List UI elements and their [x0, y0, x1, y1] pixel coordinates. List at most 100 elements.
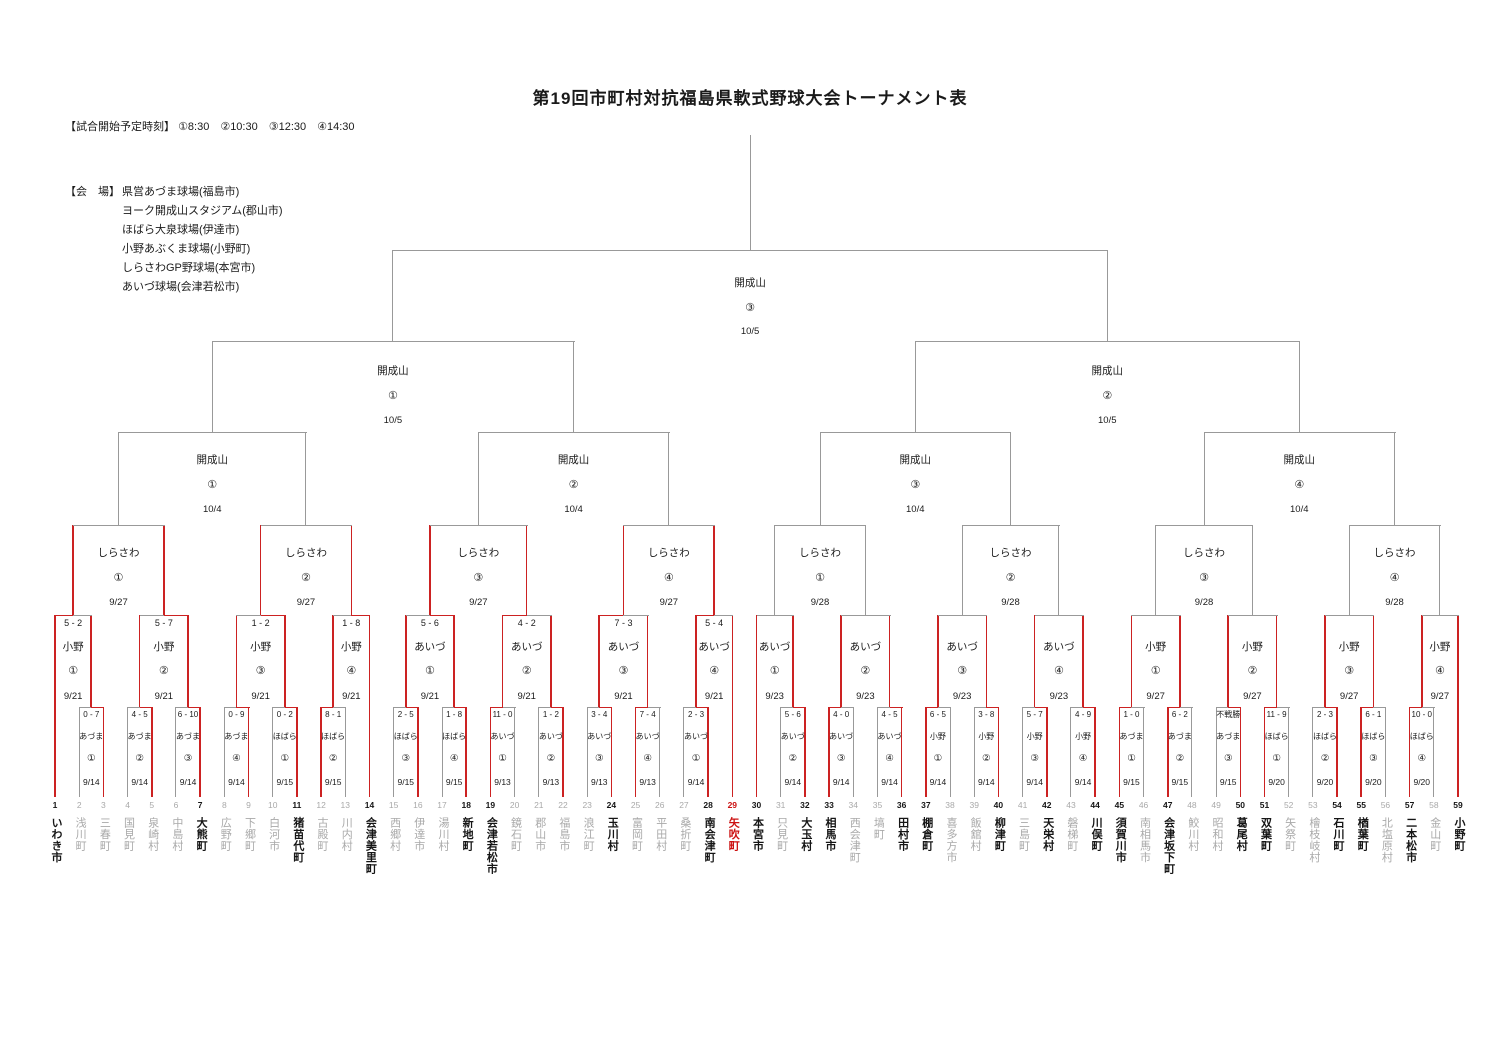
team-name: 天栄村 [1041, 817, 1054, 852]
match-venue: 小野 [1241, 641, 1263, 653]
team-name: 只見町 [775, 817, 788, 852]
bracket-line [840, 615, 842, 707]
match-score: 1 - 2 [542, 710, 559, 719]
team-name: 田村市 [896, 817, 909, 852]
team-number: 8 [221, 800, 227, 810]
bracket-line [236, 707, 250, 708]
venue-item: ヨーク開成山スタジアム(郡山市) [122, 205, 283, 217]
match-venue: 小野 [1026, 732, 1043, 741]
venue-item: あいづ球場(会津若松市) [122, 281, 240, 293]
match-game-number: ③ [255, 665, 266, 677]
bracket-line [127, 707, 141, 708]
match-date: 9/20 [1316, 777, 1334, 787]
start-times-values: ①8:30 ②10:30 ③12:30 ④14:30 [178, 121, 355, 133]
match-score: 3 - 8 [978, 710, 995, 719]
match-score: 10 - 0 [1411, 710, 1432, 719]
team-name: 郡山市 [533, 817, 546, 852]
team-name: 南会津町 [703, 817, 716, 863]
match-score: 2 - 3 [688, 710, 705, 719]
match-venue: しらさわ [647, 547, 690, 559]
team-name: 葛尾村 [1235, 817, 1248, 852]
bracket-line [1421, 707, 1435, 708]
bracket-line [828, 707, 830, 797]
bracket-line [1420, 615, 1423, 707]
team-number: 55 [1356, 800, 1366, 810]
bracket-line [659, 707, 661, 797]
bracket-line [1264, 707, 1278, 708]
team-name: 玉川村 [606, 817, 619, 852]
bracket-line [1312, 707, 1326, 708]
bracket-line [139, 615, 165, 616]
team-number: 30 [751, 800, 762, 810]
match-date: 9/14 [131, 777, 148, 787]
match-venue: 開成山 [557, 454, 590, 466]
bracket-line [1131, 615, 1181, 616]
match-game-number: ④ [1417, 753, 1426, 764]
bracket-line [163, 525, 165, 615]
bracket-line [1373, 707, 1387, 708]
team-number: 39 [969, 800, 979, 810]
team-name: 檜枝岐村 [1307, 817, 1320, 863]
team-number: 45 [1114, 800, 1125, 810]
team-name: 中島村 [170, 817, 183, 852]
bracket-line [78, 707, 80, 797]
bracket-line [223, 707, 225, 797]
team-name: 鮫川村 [1186, 817, 1199, 852]
match-game-number: ④ [709, 665, 720, 677]
team-number: 54 [1332, 800, 1342, 810]
match-venue: あいづ [780, 732, 805, 741]
team-number: 16 [413, 800, 423, 810]
bracket-line [587, 707, 601, 708]
team-number: 2 [76, 800, 82, 810]
match-date: 9/23 [856, 691, 875, 702]
match-date: 9/20 [1365, 777, 1382, 787]
team-name: 富岡町 [630, 817, 643, 852]
match-venue: あづま [176, 732, 201, 741]
match-game-number: ② [328, 753, 338, 764]
match-venue: 開成山 [734, 277, 766, 289]
bracket-line [501, 615, 504, 707]
bracket-line [599, 615, 625, 616]
team-name: 泉崎村 [146, 817, 159, 852]
match-game-number: ① [113, 572, 124, 584]
team-name: 広野町 [219, 817, 232, 852]
match-venue: あいづ [414, 641, 446, 653]
team-name: 小野町 [1452, 817, 1465, 852]
bracket-line [1106, 250, 1108, 341]
bracket-line [925, 707, 939, 708]
match-date: 10/4 [906, 504, 925, 515]
bracket-line [1094, 707, 1096, 797]
match-game-number: ① [425, 665, 435, 677]
bracket-line [404, 615, 407, 707]
bracket-line [961, 525, 963, 615]
team-name: 西会津町 [848, 817, 861, 863]
team-number: 29 [727, 800, 738, 810]
match-game-number: ③ [183, 753, 193, 764]
match-date: 9/28 [1194, 597, 1214, 608]
bracket-line [668, 432, 670, 525]
team-number: 35 [872, 800, 883, 810]
match-date: 9/20 [1268, 777, 1285, 787]
match-date: 9/13 [639, 777, 656, 787]
match-venue: あいづ [849, 641, 882, 653]
match-date: 9/28 [1001, 597, 1020, 608]
bracket-line [284, 615, 286, 707]
bracket-line [1276, 707, 1290, 708]
team-number: 56 [1380, 800, 1391, 810]
bracket-line [392, 250, 1109, 251]
bracket-line [1118, 707, 1121, 797]
match-game-number: ④ [1389, 572, 1400, 584]
match-venue: あづま [1216, 732, 1241, 741]
venue-item: 県営あづま球場(福島市) [122, 186, 240, 198]
bracket-line [478, 432, 670, 433]
bracket-line [405, 707, 419, 708]
match-venue: あいづ [698, 641, 730, 653]
match-score: 2 - 5 [397, 710, 414, 719]
bracket-line [272, 707, 274, 797]
match-venue: あいづ [490, 732, 515, 741]
bracket-line [72, 525, 74, 615]
match-date: 9/27 [659, 597, 679, 608]
bracket-line [1034, 615, 1085, 616]
team-number: 15 [388, 800, 399, 810]
